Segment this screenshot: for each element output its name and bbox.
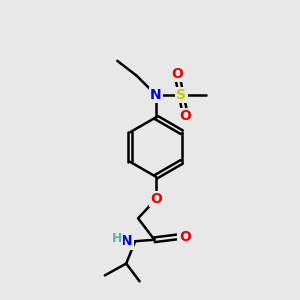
Text: O: O xyxy=(180,110,192,123)
Text: N: N xyxy=(150,88,162,102)
Text: O: O xyxy=(150,192,162,206)
Text: H: H xyxy=(112,232,122,245)
Text: O: O xyxy=(179,230,191,244)
Text: S: S xyxy=(176,88,186,102)
Text: N: N xyxy=(121,234,133,248)
Text: O: O xyxy=(171,67,183,81)
